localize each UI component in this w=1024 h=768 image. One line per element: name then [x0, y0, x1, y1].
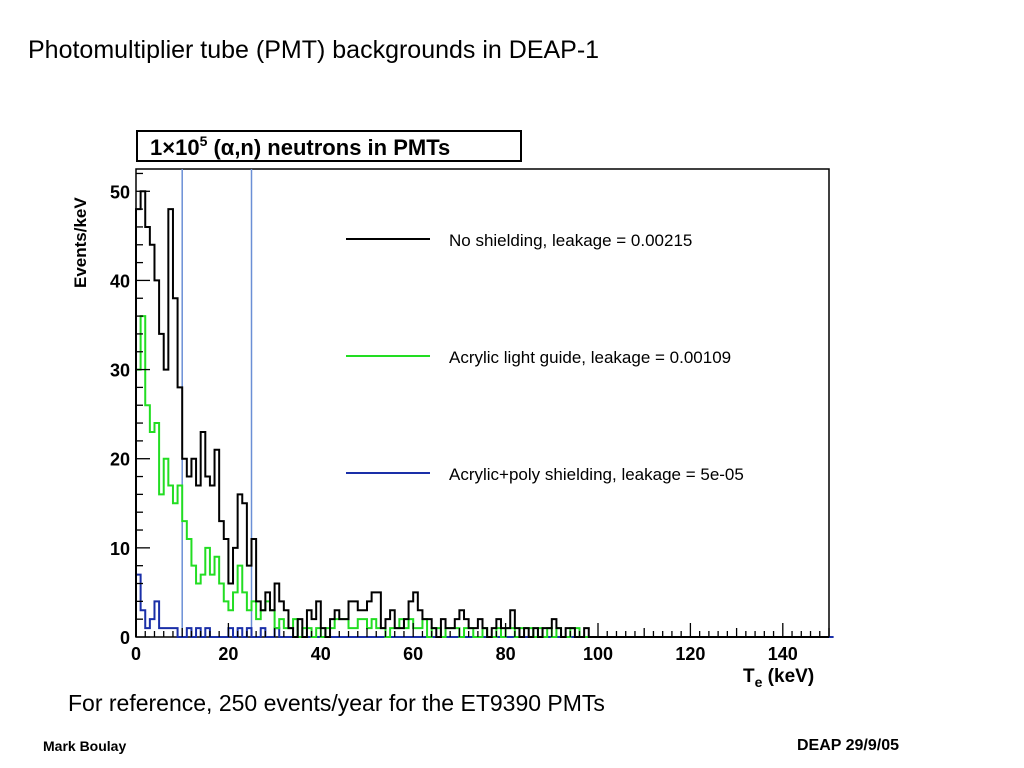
legend-label-1: Acrylic light guide, leakage = 0.00109 [449, 348, 731, 367]
y-tick-label: 20 [110, 450, 130, 470]
chart-title-box [136, 130, 522, 162]
y-tick-label: 30 [110, 361, 130, 381]
series-line-0 [135, 190, 829, 638]
x-tick-label: 60 [403, 644, 423, 664]
x-axis-label-unit: (keV) [762, 666, 814, 687]
y-tick-label: 40 [110, 271, 130, 291]
x-axis-label: Te (keV) [743, 666, 814, 690]
chart-title-mantissa: 1×10 [150, 135, 200, 160]
x-axis: 0 20 40 60 80 100 120 140 [131, 623, 830, 664]
chart-title-rest: (α,n) neutrons in PMTs [207, 135, 450, 160]
footer-date: DEAP 29/9/05 [797, 737, 899, 754]
author-name: Mark Boulay [43, 738, 127, 754]
x-tick-label: 140 [768, 644, 798, 664]
x-axis-label-subscript: e [755, 674, 763, 690]
x-axis-label-symbol: T [743, 666, 755, 687]
x-tick-label: 100 [583, 644, 613, 664]
chart-title: 1×105 (α,n) neutrons in PMTs [150, 133, 450, 160]
y-tick-label: 10 [110, 539, 130, 559]
x-tick-label: 0 [131, 644, 141, 664]
y-tick-label: 0 [120, 628, 130, 648]
x-tick-label: 40 [311, 644, 331, 664]
slide-title: Photomultiplier tube (PMT) backgrounds i… [28, 36, 600, 64]
reference-note: For reference, 250 events/year for the E… [68, 690, 605, 716]
legend-label-0: No shielding, leakage = 0.00215 [449, 231, 692, 250]
x-tick-label: 120 [675, 644, 705, 664]
series-layer [135, 190, 834, 638]
legend-label-2: Acrylic+poly shielding, leakage = 5e-05 [449, 465, 744, 484]
legend: No shielding, leakage = 0.00215 Acrylic l… [346, 231, 744, 484]
x-tick-label: 20 [218, 644, 238, 664]
y-axis: 0 10 20 30 40 50 [110, 172, 150, 648]
x-tick-label: 80 [496, 644, 516, 664]
chart-title-exponent: 5 [200, 133, 208, 149]
y-tick-label: 50 [110, 182, 130, 202]
cut-lines [181, 169, 253, 637]
y-axis-label: Events/keV [71, 197, 90, 288]
